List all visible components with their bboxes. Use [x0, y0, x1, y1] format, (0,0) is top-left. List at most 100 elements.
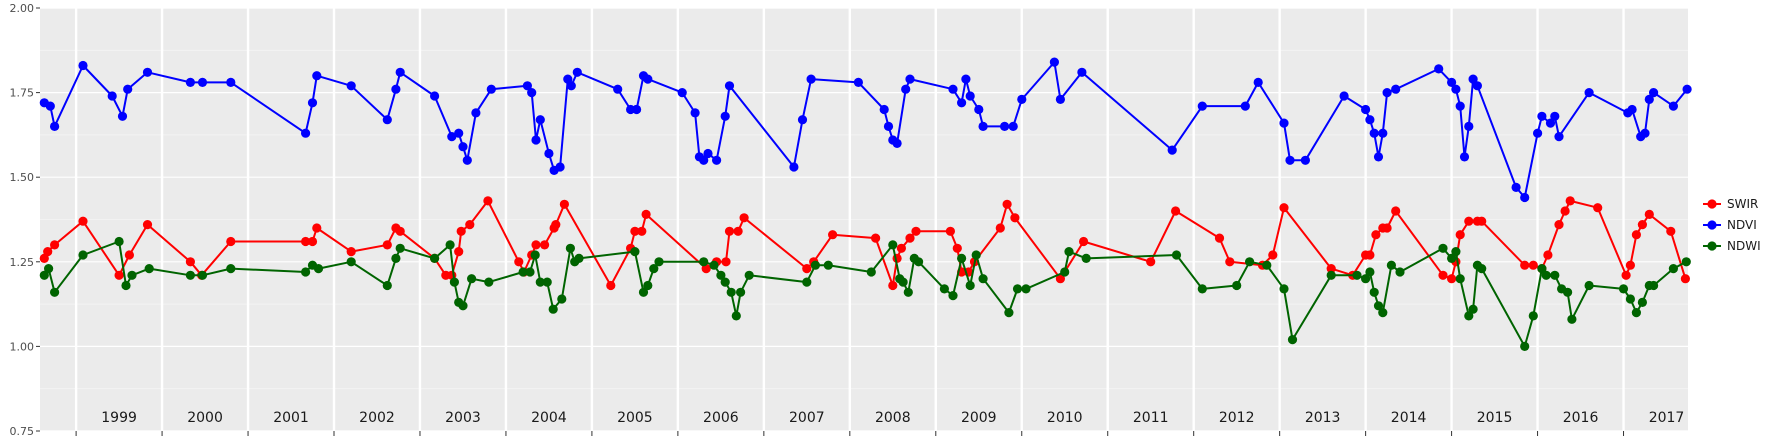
data-point: [1537, 111, 1547, 121]
data-point: [430, 91, 440, 101]
data-point: [395, 67, 405, 77]
data-point: [525, 267, 535, 277]
data-point: [1621, 270, 1631, 280]
data-point: [957, 253, 967, 263]
data-point: [733, 226, 743, 236]
data-point: [1021, 284, 1031, 294]
data-point: [744, 270, 754, 280]
data-point: [971, 250, 981, 260]
data-point: [566, 81, 576, 91]
data-point: [142, 220, 153, 230]
data-point: [871, 233, 881, 243]
data-point: [724, 226, 735, 236]
year-label: 2006: [703, 410, 739, 426]
data-point: [185, 257, 195, 267]
data-point: [1146, 257, 1156, 267]
data-point: [1365, 115, 1375, 125]
data-point: [726, 287, 736, 297]
data-point: [50, 287, 60, 297]
data-point: [346, 247, 356, 257]
data-point: [1245, 257, 1255, 267]
data-point: [1382, 223, 1392, 233]
data-point: [1625, 294, 1635, 304]
data-point: [1279, 118, 1289, 128]
data-point: [1668, 264, 1678, 274]
data-point: [1537, 264, 1547, 274]
data-point: [901, 84, 911, 94]
data-point: [454, 128, 464, 138]
data-point: [522, 81, 533, 91]
data-point: [44, 264, 54, 274]
data-point: [456, 226, 466, 236]
data-point: [551, 220, 561, 230]
year-label: 2003: [445, 410, 481, 426]
data-point: [1287, 335, 1298, 345]
data-point: [1378, 308, 1388, 318]
data-point: [643, 74, 653, 84]
data-point: [613, 84, 623, 94]
y-tick-label: 1.25: [10, 256, 35, 269]
data-point: [1649, 280, 1659, 291]
data-point: [1637, 297, 1647, 307]
data-point: [1326, 264, 1336, 274]
data-point: [1618, 284, 1629, 294]
data-point: [1593, 203, 1603, 213]
data-point: [945, 226, 956, 236]
year-label: 2013: [1305, 410, 1341, 426]
data-point: [1451, 247, 1461, 257]
data-point: [965, 91, 975, 101]
legend-item-swir: SWIR: [1703, 197, 1758, 211]
data-point: [1640, 128, 1650, 138]
data-point: [1214, 233, 1225, 243]
data-point: [1225, 257, 1235, 267]
data-point: [866, 267, 876, 277]
data-point: [1240, 101, 1250, 111]
data-point: [531, 135, 541, 145]
year-label: 2012: [1219, 410, 1255, 426]
data-point: [731, 311, 741, 321]
data-point: [1560, 206, 1570, 216]
data-point: [572, 67, 582, 77]
data-point: [449, 277, 459, 287]
data-point: [185, 270, 195, 280]
data-point: [458, 142, 468, 152]
data-point: [703, 148, 713, 159]
data-point: [471, 108, 481, 118]
year-label: 2001: [273, 410, 309, 426]
data-point: [641, 209, 651, 219]
data-point: [1285, 155, 1295, 165]
data-point: [965, 280, 975, 291]
y-tick-label: 2.00: [10, 2, 35, 15]
data-point: [1447, 77, 1457, 87]
data-point: [888, 240, 898, 250]
data-point: [467, 274, 477, 284]
data-point: [654, 257, 664, 267]
data-point: [948, 291, 958, 301]
data-point: [1361, 104, 1371, 115]
data-point: [301, 128, 311, 138]
data-point: [1541, 270, 1551, 280]
year-label: 2011: [1133, 410, 1169, 426]
data-point: [649, 264, 659, 274]
data-point: [185, 77, 195, 87]
data-point: [1644, 209, 1654, 219]
data-point: [514, 257, 524, 267]
y-tick-label: 1.50: [10, 171, 35, 184]
data-point: [78, 216, 88, 226]
data-point: [853, 77, 864, 87]
data-point: [957, 98, 967, 108]
data-point: [677, 88, 687, 98]
year-label: 1999: [101, 410, 137, 426]
data-point: [638, 287, 649, 297]
data-point: [127, 270, 137, 280]
data-point: [1649, 88, 1659, 98]
data-point: [1232, 280, 1242, 291]
data-point: [823, 260, 833, 270]
legend-label: SWIR: [1727, 197, 1758, 211]
data-point: [1584, 280, 1594, 291]
data-point: [346, 81, 356, 91]
data-point: [1060, 267, 1070, 277]
data-point: [939, 284, 950, 294]
data-point: [1391, 84, 1401, 94]
data-point: [391, 253, 401, 263]
